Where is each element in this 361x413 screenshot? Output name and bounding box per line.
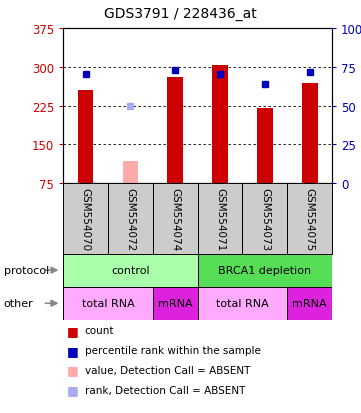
Bar (198, 254, 332, 287)
Bar (302, 84, 318, 184)
Text: mRNA: mRNA (292, 299, 327, 309)
Bar (198, 184, 243, 254)
Text: total RNA: total RNA (216, 299, 269, 309)
Text: protocol: protocol (4, 266, 49, 275)
Text: other: other (4, 299, 33, 309)
Text: GSM554071: GSM554071 (215, 188, 225, 250)
Text: GSM554075: GSM554075 (305, 188, 315, 250)
Bar (63, 287, 153, 320)
Text: percentile rank within the sample: percentile rank within the sample (85, 345, 261, 355)
Text: GSM554074: GSM554074 (170, 188, 180, 250)
Bar (63, 254, 198, 287)
Bar (212, 66, 228, 184)
Bar (78, 91, 93, 184)
Text: total RNA: total RNA (82, 299, 134, 309)
Bar (168, 78, 183, 184)
Text: count: count (85, 325, 114, 335)
Text: GDS3791 / 228436_at: GDS3791 / 228436_at (104, 7, 257, 21)
Text: GSM554073: GSM554073 (260, 188, 270, 250)
Bar (153, 184, 198, 254)
Bar (287, 184, 332, 254)
Bar (153, 287, 198, 320)
Text: ■: ■ (67, 363, 79, 377)
Bar (108, 184, 153, 254)
Text: GSM554070: GSM554070 (81, 188, 91, 250)
Bar (287, 287, 332, 320)
Text: mRNA: mRNA (158, 299, 192, 309)
Text: GSM554072: GSM554072 (125, 188, 135, 250)
Bar (198, 287, 287, 320)
Text: rank, Detection Call = ABSENT: rank, Detection Call = ABSENT (85, 385, 245, 395)
Bar (257, 109, 273, 184)
Text: ■: ■ (67, 324, 79, 337)
Bar (123, 161, 138, 184)
Text: BRCA1 depletion: BRCA1 depletion (218, 266, 312, 275)
Text: value, Detection Call = ABSENT: value, Detection Call = ABSENT (85, 365, 250, 375)
Bar (63, 184, 108, 254)
Text: control: control (111, 266, 150, 275)
Bar (243, 184, 287, 254)
Text: ■: ■ (67, 383, 79, 396)
Text: ■: ■ (67, 344, 79, 357)
